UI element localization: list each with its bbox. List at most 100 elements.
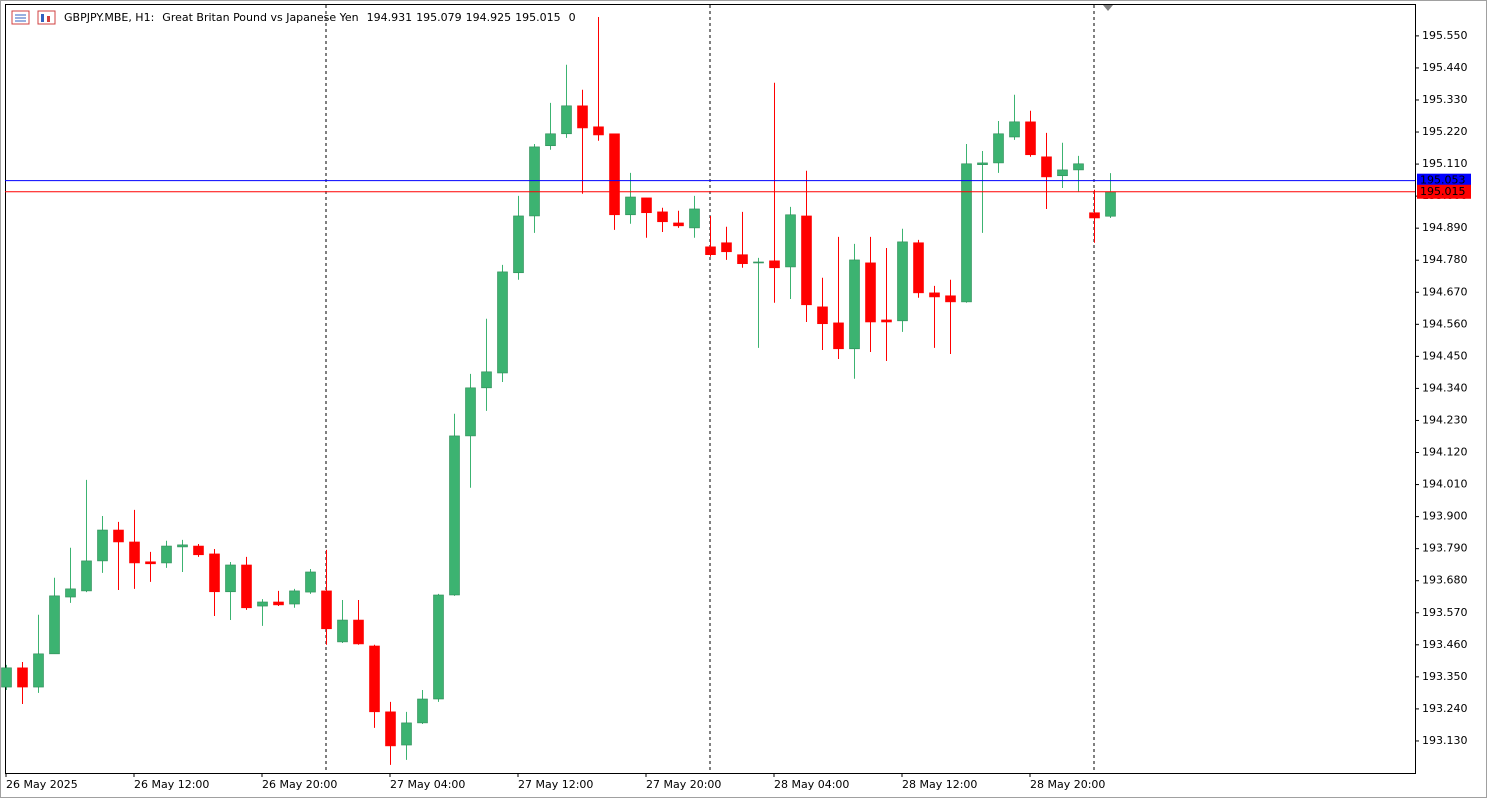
candle-body — [241, 564, 252, 609]
price-tag-label: 195.015 — [1420, 185, 1466, 198]
candle-body — [689, 208, 700, 229]
candle-body — [305, 571, 316, 593]
candle-body — [817, 306, 828, 325]
price-tag — [1417, 184, 1471, 199]
y-tick-label: 193.460 — [1422, 638, 1468, 651]
candle-body — [561, 105, 572, 135]
y-tick-label: 194.780 — [1422, 253, 1468, 266]
candle-body — [913, 242, 924, 294]
candle-body — [673, 222, 684, 227]
candle-body — [801, 215, 812, 306]
shift-marker[interactable] — [1103, 5, 1113, 11]
candle-body — [785, 214, 796, 268]
icon-bar — [41, 14, 44, 22]
candle-body — [705, 246, 716, 255]
candle-body — [161, 545, 172, 564]
candle-body — [865, 262, 876, 323]
x-tick-label: 28 May 12:00 — [902, 778, 977, 791]
y-tick-label: 193.900 — [1422, 510, 1468, 523]
candle-body — [1089, 212, 1100, 219]
x-tick-label: 27 May 04:00 — [390, 778, 465, 791]
candle-body — [737, 254, 748, 265]
y-tick-label: 194.890 — [1422, 221, 1468, 234]
candle-body — [545, 133, 556, 147]
y-tick-label: 194.340 — [1422, 381, 1468, 394]
x-tick-label: 26 May 20:00 — [262, 778, 337, 791]
candle-body — [481, 371, 492, 389]
chart-header: GBPJPY.MBE, H1: Great Britan Pound vs Jap… — [64, 11, 576, 24]
candle-body — [513, 215, 524, 274]
candle-body — [321, 590, 332, 630]
candle-body — [369, 645, 380, 713]
candle-body — [385, 711, 396, 747]
candle-body — [897, 241, 908, 322]
candle-body — [1057, 169, 1068, 177]
candle-body — [961, 163, 972, 303]
candle-body — [1073, 163, 1084, 171]
candle-body — [577, 105, 588, 129]
y-tick-label: 194.670 — [1422, 285, 1468, 298]
candle-body — [657, 211, 668, 223]
description: Great Britan Pound vs Japanese Yen — [162, 11, 358, 24]
candle-body — [849, 259, 860, 350]
candle-body — [881, 319, 892, 323]
y-tick-label: 193.130 — [1422, 734, 1468, 747]
plot-frame — [5, 4, 1416, 774]
y-tick-label: 194.010 — [1422, 478, 1468, 491]
candle-body — [1, 667, 12, 688]
y-tick-label: 195.330 — [1422, 93, 1468, 106]
candle-body — [33, 653, 44, 688]
price-tag — [1417, 173, 1471, 188]
candle-body — [1105, 191, 1116, 217]
y-tick-label: 195.110 — [1422, 157, 1468, 170]
candle-body — [257, 601, 268, 607]
candle-body — [433, 594, 444, 700]
candle-body — [449, 435, 460, 596]
candle-body — [225, 564, 236, 593]
candle-body — [977, 162, 988, 165]
header-icons — [11, 10, 56, 25]
x-tick-label: 26 May 2025 — [6, 778, 78, 791]
candle-body — [721, 242, 732, 253]
last-high: 195.079 — [416, 11, 462, 24]
candle-body — [113, 529, 124, 543]
candle-body — [273, 601, 284, 606]
candle-body — [1009, 121, 1020, 138]
last-low: 194.925 — [466, 11, 512, 24]
candle-body — [97, 529, 108, 562]
last-close: 195.015 — [515, 11, 561, 24]
y-tick-label: 193.680 — [1422, 574, 1468, 587]
candle-body — [593, 126, 604, 136]
x-tick-label: 26 May 12:00 — [134, 778, 209, 791]
candle-body — [401, 722, 412, 746]
last-open: 194.931 — [367, 11, 413, 24]
candle-body — [1025, 121, 1036, 156]
candle-body — [1041, 156, 1052, 178]
candle-body — [497, 271, 508, 374]
x-tick-label: 27 May 12:00 — [518, 778, 593, 791]
candle-body — [81, 560, 92, 592]
y-tick-label: 194.230 — [1422, 413, 1468, 426]
candle-body — [417, 698, 428, 724]
icon[interactable] — [37, 10, 56, 25]
candle-body — [945, 295, 956, 303]
x-tick-label: 27 May 20:00 — [646, 778, 721, 791]
candle-body — [641, 197, 652, 214]
candle-body — [65, 588, 76, 598]
candle-body — [993, 133, 1004, 164]
y-tick-label: 193.350 — [1422, 670, 1468, 683]
price-tag-label: 195.053 — [1420, 174, 1466, 187]
candle-body — [129, 541, 140, 564]
symbol: GBPJPY.MBE, H1: — [64, 11, 154, 24]
candle-body — [609, 133, 620, 216]
y-tick-label: 194.120 — [1422, 446, 1468, 459]
candle-body — [929, 292, 940, 298]
y-tick-label: 193.570 — [1422, 606, 1468, 619]
candle-body — [289, 590, 300, 605]
y-tick-label: 195.550 — [1422, 29, 1468, 42]
candle-body — [625, 196, 636, 216]
y-tick-label: 194.450 — [1422, 349, 1468, 362]
